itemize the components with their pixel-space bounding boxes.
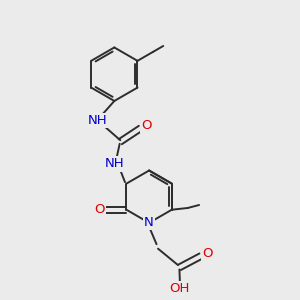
Text: N: N [144, 216, 154, 229]
Text: NH: NH [88, 114, 108, 127]
Text: OH: OH [169, 282, 190, 295]
Text: O: O [202, 247, 213, 260]
Text: NH: NH [105, 158, 125, 170]
Text: O: O [94, 203, 105, 216]
Text: O: O [141, 119, 152, 132]
